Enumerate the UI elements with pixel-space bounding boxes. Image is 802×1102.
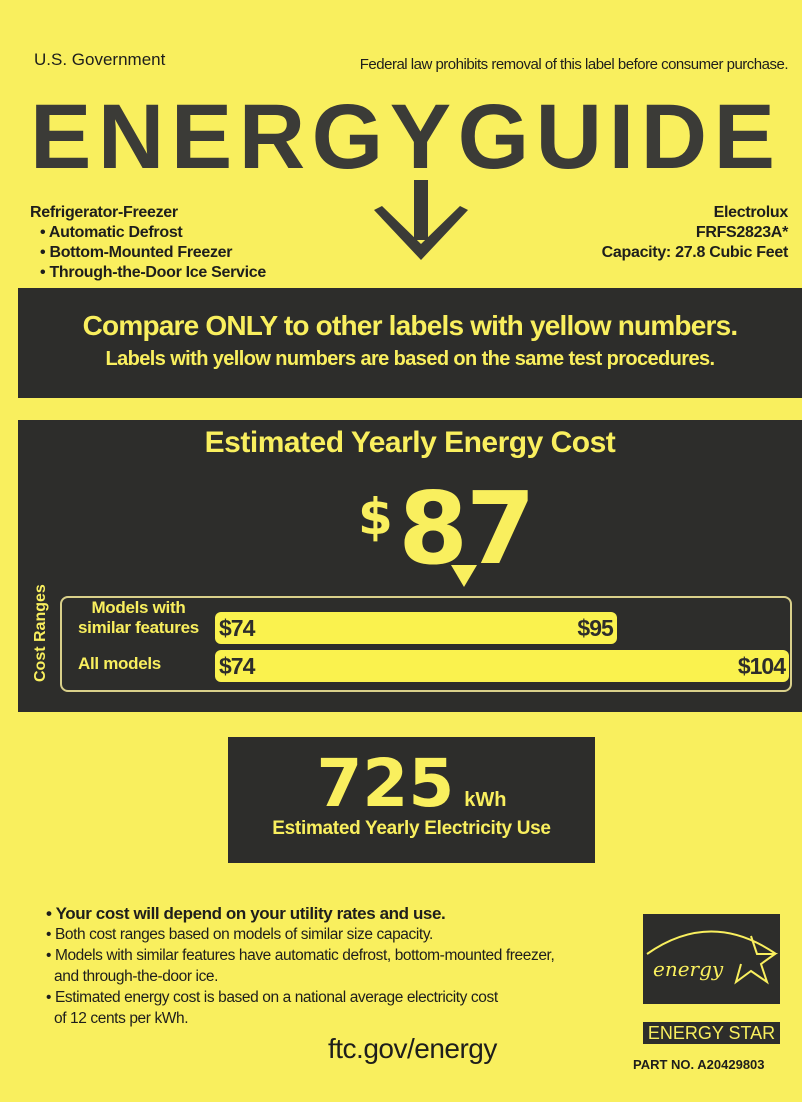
kwh-label: Estimated Yearly Electricity Use bbox=[272, 818, 551, 839]
cost-pointer-icon bbox=[450, 565, 477, 587]
feature-item: Bottom-Mounted Freezer bbox=[30, 243, 266, 263]
note-text: Models with similar features have automa… bbox=[54, 947, 555, 964]
similar-label: Models with similar features bbox=[78, 598, 199, 638]
cost-ranges-label: Cost Ranges bbox=[32, 584, 49, 682]
energy-star-label: ENERGY STAR bbox=[643, 1022, 780, 1044]
currency: $ bbox=[358, 488, 393, 546]
electricity-use-box: 725 kWh Estimated Yearly Electricity Use bbox=[228, 737, 595, 863]
note-item: • Estimated energy cost is based on a na… bbox=[46, 989, 498, 1006]
all-range-bar: $74 $104 bbox=[215, 650, 789, 682]
similar-max: $95 bbox=[577, 614, 613, 641]
similar-range-bar: $74 $95 bbox=[215, 612, 617, 644]
legal-notice: Federal law prohibits removal of this la… bbox=[359, 56, 789, 73]
product-info: Refrigerator-Freezer Automatic Defrost B… bbox=[30, 203, 266, 283]
cost-ranges-box bbox=[60, 596, 792, 692]
similar-label-line2: similar features bbox=[78, 618, 199, 637]
note-text: and through-the-door ice. bbox=[54, 968, 219, 985]
all-min: $74 bbox=[219, 652, 255, 679]
similar-label-line1: Models with bbox=[91, 598, 186, 617]
all-models-label: All models bbox=[78, 654, 161, 673]
feature-item: Automatic Defrost bbox=[30, 223, 266, 243]
compare-banner: Compare ONLY to other labels with yellow… bbox=[18, 288, 802, 398]
product-type: Refrigerator-Freezer bbox=[30, 204, 178, 221]
yearly-cost: $ 87 bbox=[358, 470, 536, 587]
government-label: U.S. Government bbox=[34, 50, 166, 69]
model: FRFS2823A* bbox=[695, 224, 788, 241]
note-item: • Both cost ranges based on models of si… bbox=[46, 926, 433, 943]
kwh-value: 725 bbox=[316, 745, 455, 822]
note-text: Estimated energy cost is based on a nati… bbox=[54, 989, 498, 1006]
note-text: Your cost will depend on your utility ra… bbox=[55, 904, 446, 923]
note-text: of 12 cents per kWh. bbox=[54, 1010, 189, 1027]
cost-title: Estimated Yearly Energy Cost bbox=[204, 426, 616, 459]
capacity: Capacity: 27.8 Cubic Feet bbox=[601, 244, 789, 261]
notes: • Your cost will depend on your utility … bbox=[46, 903, 606, 1029]
note-text: Both cost ranges based on models of simi… bbox=[54, 926, 433, 943]
note-item: • Your cost will depend on your utility … bbox=[46, 904, 446, 923]
brand: Electrolux bbox=[713, 204, 789, 221]
svg-text:energy: energy bbox=[653, 957, 724, 981]
compare-line2: Labels with yellow numbers are based on … bbox=[105, 348, 716, 370]
kwh-unit: kWh bbox=[464, 789, 507, 811]
similar-min: $74 bbox=[219, 614, 255, 641]
compare-line1: Compare ONLY to other labels with yellow… bbox=[82, 310, 739, 341]
arrow-down-icon bbox=[374, 180, 468, 260]
feature-item: Through-the-Door Ice Service bbox=[30, 263, 266, 283]
part-number: PART NO. A20429803 bbox=[633, 1057, 765, 1072]
brand-info: Electrolux FRFS2823A* Capacity: 27.8 Cub… bbox=[601, 203, 789, 263]
energy-cost-panel: Estimated Yearly Energy Cost $ 87 Cost R… bbox=[18, 420, 802, 712]
website-link[interactable]: ftc.gov/energy bbox=[328, 1033, 497, 1064]
all-max: $104 bbox=[737, 652, 786, 679]
note-item: • Models with similar features have auto… bbox=[46, 947, 555, 964]
energy-star-logo: energy bbox=[643, 914, 780, 1004]
